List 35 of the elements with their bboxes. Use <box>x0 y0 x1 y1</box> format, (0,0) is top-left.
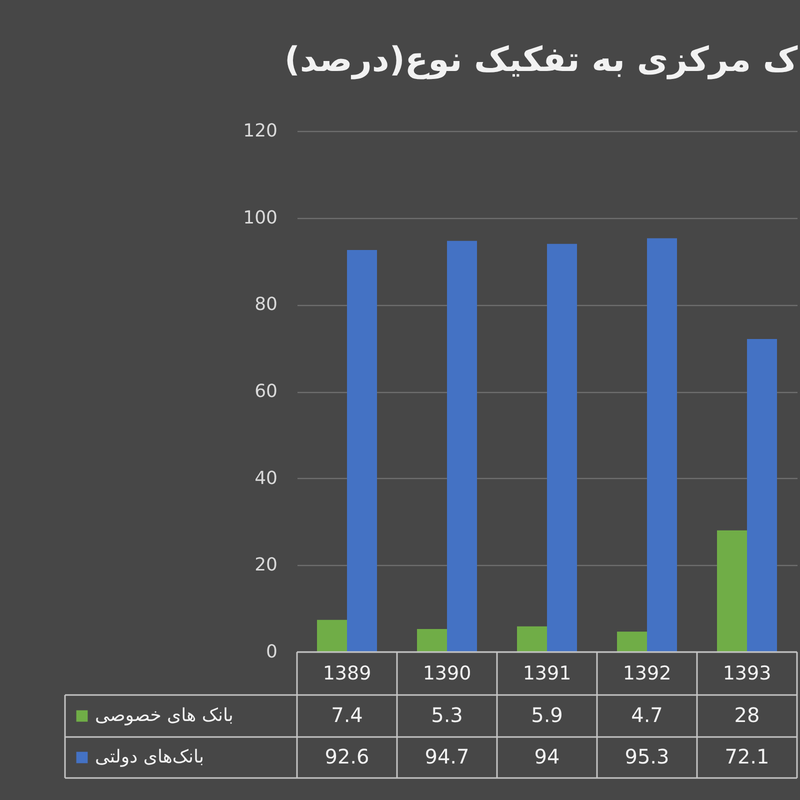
x-tick-label: 1390 <box>422 662 472 684</box>
data-label: 72.1 <box>724 744 770 768</box>
y-tick-label: 20 <box>254 554 278 576</box>
data-label: 94.7 <box>424 744 470 768</box>
y-tick-label: 0 <box>266 642 278 662</box>
bar <box>417 628 447 652</box>
y-tick-label: 100 <box>243 207 278 228</box>
data-label: 28 <box>734 703 760 727</box>
bar <box>517 626 547 652</box>
data-label: 92.6 <box>324 744 370 768</box>
x-tick-label: 1389 <box>322 662 372 684</box>
y-tick-label: 120 <box>243 120 278 142</box>
y-tick-label: 40 <box>254 468 278 489</box>
y-tick-label: 60 <box>254 381 278 402</box>
y-tick-label: 80 <box>254 294 278 316</box>
data-label: 95.3 <box>624 744 670 768</box>
legend-label: بانک‌های دولتی <box>95 746 204 768</box>
bar <box>617 632 647 652</box>
legend-label: بانک های خصوصی <box>95 705 234 726</box>
data-label: 7.4 <box>331 703 363 727</box>
data-label: 5.3 <box>431 703 463 727</box>
data-label: 5.9 <box>531 703 563 727</box>
data-label: 94 <box>534 744 560 768</box>
bar <box>647 238 677 652</box>
bar <box>747 338 777 652</box>
data-label: 4.7 <box>631 703 663 727</box>
bar <box>317 620 347 652</box>
bar <box>447 240 477 652</box>
x-tick-label: 1391 <box>522 662 572 684</box>
bar <box>347 250 377 652</box>
x-tick-label: 1392 <box>622 662 672 684</box>
bar <box>547 244 577 652</box>
chart-title: ک مرکزی به تفکیک نوع(درصد) <box>284 40 798 80</box>
x-tick-label: 1393 <box>722 662 772 684</box>
bar <box>717 530 747 652</box>
